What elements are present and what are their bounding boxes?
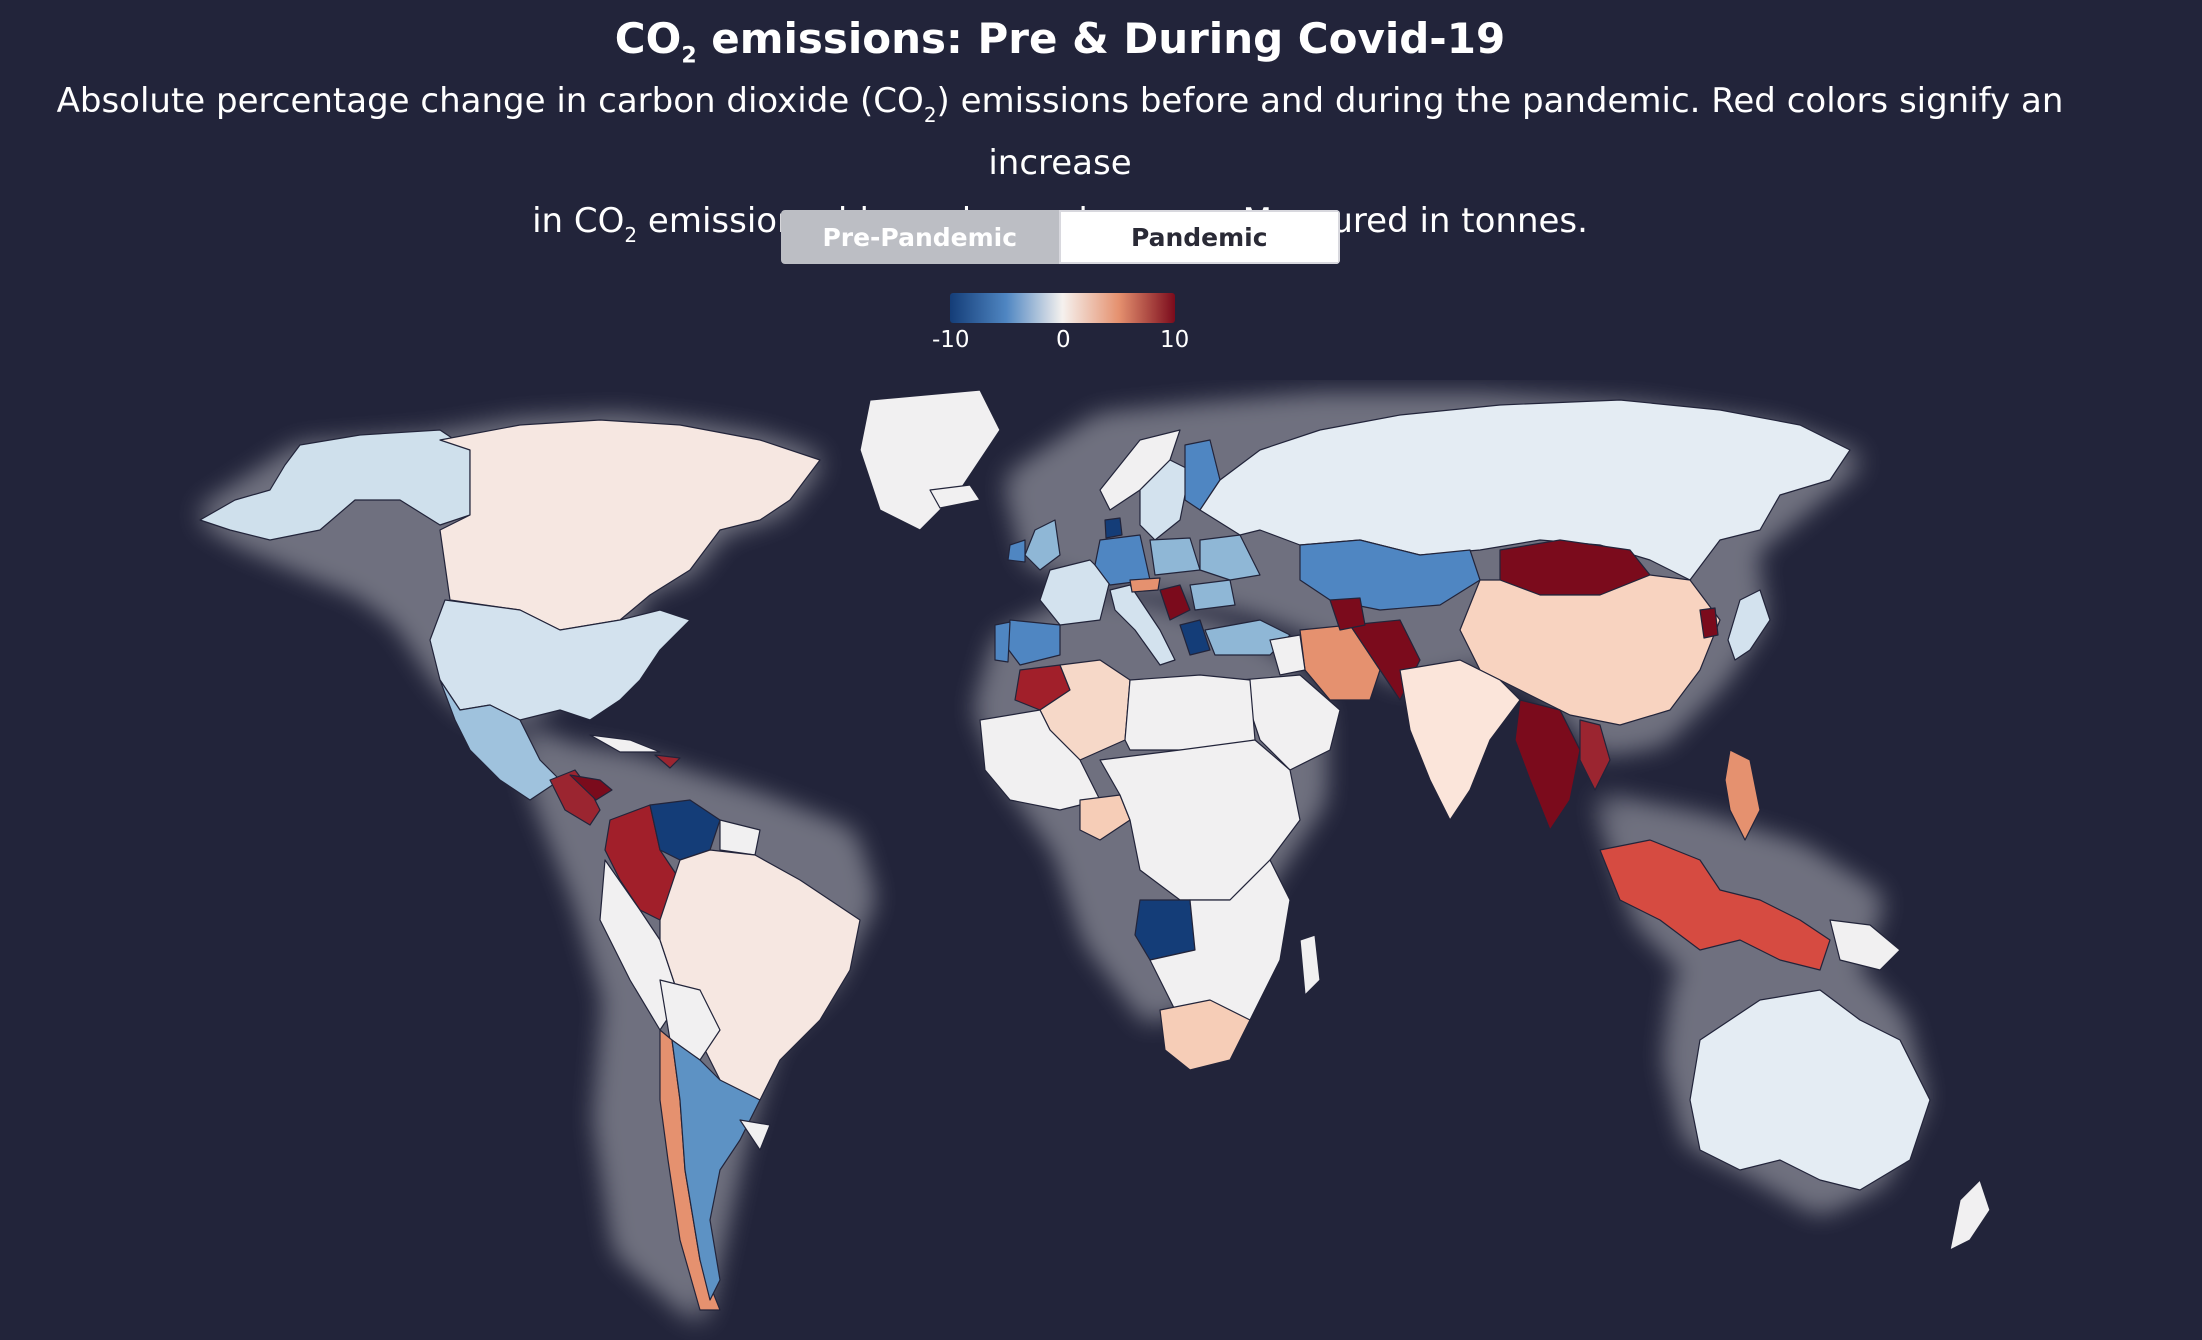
legend-min-label: -10 [932, 327, 970, 353]
chart-title: CO2 emissions: Pre & During Covid-19 [0, 14, 2120, 68]
country-canada[interactable] [439, 419, 821, 631]
country-belarus-ukraine[interactable] [1199, 534, 1261, 581]
country-dominican[interactable] [654, 754, 681, 769]
legend-mid-label: 0 [1056, 327, 1071, 353]
country-france[interactable] [1039, 559, 1111, 626]
country-honduras[interactable] [569, 774, 613, 801]
country-argentina[interactable] [671, 1039, 761, 1301]
country-uk[interactable] [1024, 519, 1061, 571]
subtitle-line2-a: in CO [532, 201, 625, 241]
country-italy[interactable] [1109, 584, 1176, 666]
country-myanmar-thailand[interactable] [1514, 699, 1581, 831]
world-choropleth-map [199, 389, 1991, 1320]
country-turkmenistan[interactable] [1329, 597, 1366, 631]
country-new-zealand[interactable] [1949, 1179, 1991, 1251]
country-madagascar[interactable] [1299, 934, 1321, 996]
country-uruguay[interactable] [739, 1119, 771, 1151]
pre-pandemic-button[interactable]: Pre-Pandemic [781, 210, 1059, 264]
country-shapes [199, 389, 1991, 1311]
title-subscript: 2 [681, 43, 697, 69]
country-austria-area[interactable] [1129, 577, 1161, 593]
title-text-co: CO [614, 14, 682, 63]
country-balkans[interactable] [1159, 584, 1191, 621]
country-romania[interactable] [1189, 579, 1236, 611]
country-greece[interactable] [1179, 619, 1211, 656]
subtitle-line1-a: Absolute percentage change in carbon dio… [56, 81, 924, 121]
country-saudi-arabia[interactable] [1239, 674, 1341, 771]
country-cuba[interactable] [589, 734, 661, 753]
country-australia[interactable] [1689, 989, 1931, 1191]
country-papua[interactable] [1829, 919, 1901, 971]
title-text-rest: emissions: Pre & During Covid-19 [696, 14, 1506, 63]
chart-subtitle: Absolute percentage change in carbon dio… [30, 72, 2090, 254]
period-toggle: Pre-Pandemic Pandemic [781, 210, 1340, 264]
country-south-africa[interactable] [1159, 999, 1251, 1071]
subtitle-line1-b: ) emissions before and during the pandem… [936, 81, 2064, 183]
country-bolivia[interactable] [659, 979, 721, 1061]
country-iceland[interactable] [929, 484, 981, 509]
color-scale-legend [950, 293, 1175, 323]
country-nigeria[interactable] [1079, 794, 1131, 841]
country-portugal[interactable] [994, 621, 1011, 663]
country-greenland[interactable] [859, 389, 1001, 531]
country-philippines[interactable] [1724, 749, 1761, 841]
country-iraq-syria[interactable] [1269, 634, 1306, 676]
country-libya-egypt[interactable] [1124, 674, 1256, 751]
country-denmark[interactable] [1104, 517, 1123, 539]
country-korea[interactable] [1699, 607, 1719, 639]
country-sweden[interactable] [1139, 459, 1191, 541]
country-kazakhstan[interactable] [1299, 539, 1481, 611]
country-india[interactable] [1399, 659, 1521, 821]
country-angola[interactable] [1134, 899, 1196, 961]
legend-max-label: 10 [1160, 327, 1190, 353]
subtitle-line2-subscript: 2 [624, 223, 638, 247]
subtitle-line1-subscript: 2 [923, 103, 937, 127]
country-japan[interactable] [1727, 589, 1771, 661]
country-ireland[interactable] [1007, 539, 1026, 563]
country-central-america[interactable] [549, 769, 601, 826]
country-malaysia-indonesia[interactable] [1599, 839, 1831, 971]
country-vietnam[interactable] [1579, 719, 1611, 791]
pandemic-button[interactable]: Pandemic [1058, 210, 1340, 264]
